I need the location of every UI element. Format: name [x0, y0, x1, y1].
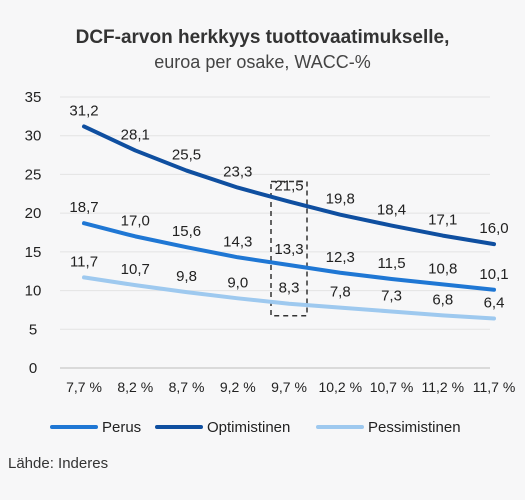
y-tick-label: 15	[25, 244, 42, 261]
legend-label: Optimistinen	[207, 419, 290, 436]
data-label: 14,3	[223, 233, 252, 250]
x-tick-label: 9,7 %	[271, 379, 307, 395]
legend-label: Pessimistinen	[368, 419, 461, 436]
data-label: 25,5	[172, 147, 201, 164]
data-label: 6,8	[432, 291, 453, 308]
data-label: 9,0	[227, 274, 248, 291]
chart-subtitle: euroa per osake, WACC-%	[154, 52, 371, 72]
data-label: 11,7	[70, 253, 98, 270]
data-label: 7,3	[381, 287, 402, 304]
y-tick-label: 0	[29, 360, 37, 377]
data-label: 10,7	[121, 261, 150, 278]
data-label: 19,8	[326, 191, 355, 208]
data-label: 31,2	[69, 102, 98, 119]
data-label: 13,3	[274, 241, 303, 258]
data-label: 17,0	[121, 212, 150, 229]
data-label: 17,1	[428, 212, 457, 229]
data-label: 21,5	[274, 178, 303, 195]
data-label: 18,7	[69, 199, 98, 216]
y-tick-label: 10	[25, 283, 42, 300]
x-tick-label: 10,2 %	[318, 379, 362, 395]
data-label: 10,8	[428, 260, 457, 277]
x-tick-label: 11,7 %	[473, 379, 516, 395]
x-tick-label: 8,2 %	[117, 379, 153, 395]
x-tick-label: 7,7 %	[66, 379, 102, 395]
y-tick-label: 20	[25, 205, 42, 222]
highlight-box	[270, 180, 308, 317]
data-label: 18,4	[377, 202, 406, 219]
data-label: 6,4	[484, 294, 505, 311]
series-line	[82, 221, 496, 292]
source-note: Lähde: Inderes	[8, 455, 109, 472]
x-tick-label: 8,7 %	[169, 379, 205, 395]
series-line	[82, 275, 496, 321]
data-label: 10,1	[479, 266, 508, 283]
data-label: 12,3	[326, 249, 355, 266]
series-line	[82, 124, 496, 247]
data-label: 23,3	[223, 164, 252, 181]
data-label: 15,6	[172, 223, 201, 240]
data-label: 16,0	[479, 220, 508, 237]
y-tick-label: 25	[25, 166, 42, 183]
y-tick-label: 5	[29, 321, 37, 338]
data-label: 7,8	[330, 284, 351, 301]
data-label: 8,3	[279, 280, 300, 297]
data-label: 9,8	[176, 268, 197, 285]
y-tick-label: 35	[25, 89, 42, 106]
x-tick-label: 9,2 %	[220, 379, 256, 395]
legend-label: Perus	[102, 419, 141, 436]
data-label: 28,1	[121, 126, 150, 143]
x-tick-label: 10,7 %	[370, 379, 414, 395]
chart-title: DCF-arvon herkkyys tuottovaatimukselle,	[75, 27, 450, 48]
x-tick-label: 11,2 %	[421, 379, 464, 395]
data-label: 11,5	[377, 255, 405, 272]
y-tick-label: 30	[25, 128, 42, 145]
